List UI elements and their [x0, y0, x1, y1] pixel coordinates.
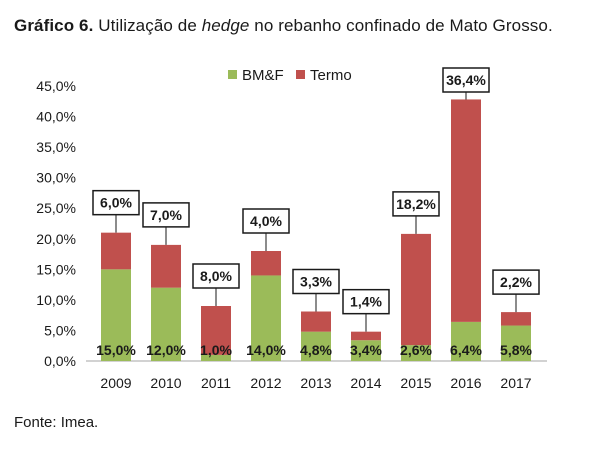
data-label-bmf: 2,6% — [400, 342, 432, 358]
caption-text-2: no rebanho confinado de Mato Grosso. — [249, 16, 553, 35]
bar-bmf — [351, 340, 381, 361]
data-label-bmf: 1,0% — [200, 342, 232, 358]
bar-bmf — [501, 325, 531, 361]
x-tick-label: 2012 — [250, 375, 281, 391]
caption-text-1: Utilização de — [93, 16, 202, 35]
y-tick-label: 10,0% — [36, 292, 76, 308]
callout-box — [192, 263, 240, 289]
callout-box — [242, 208, 290, 234]
bar-termo — [151, 244, 181, 288]
bar-termo — [401, 233, 431, 346]
bar-bmf — [401, 345, 431, 361]
data-label-bmf: 6,4% — [450, 342, 482, 358]
x-tick-label: 2016 — [450, 375, 481, 391]
data-label-termo: 3,3% — [300, 274, 332, 290]
data-label-termo: 8,0% — [200, 268, 232, 284]
legend-label: Termo — [310, 67, 352, 84]
chart-caption: Gráfico 6. Utilização de hedge no rebanh… — [14, 14, 562, 38]
callout-box — [142, 202, 190, 228]
callout-box — [492, 269, 540, 295]
x-tick-label: 2010 — [150, 375, 181, 391]
data-label-bmf: 4,8% — [300, 342, 332, 358]
bar-termo — [451, 99, 481, 322]
data-label-termo: 1,4% — [350, 294, 382, 310]
callout-box — [342, 288, 390, 315]
chart-source: Fonte: Imea. — [14, 414, 99, 431]
bar-termo — [101, 232, 131, 270]
x-tick-label: 2011 — [201, 375, 231, 391]
y-tick-label: 35,0% — [36, 139, 76, 155]
y-tick-label: 15,0% — [36, 261, 76, 277]
bar-bmf — [101, 269, 131, 361]
data-label-bmf: 5,8% — [500, 342, 532, 358]
y-tick-label: 30,0% — [36, 170, 76, 186]
data-label-termo: 2,2% — [500, 274, 532, 290]
data-label-bmf: 3,4% — [350, 342, 382, 358]
data-label-termo: 18,2% — [396, 196, 436, 212]
callout-box — [92, 189, 140, 216]
bar-bmf — [301, 331, 331, 361]
data-label-bmf: 14,0% — [246, 342, 286, 358]
bar-bmf — [451, 321, 481, 361]
x-tick-label: 2017 — [500, 375, 531, 391]
data-label-bmf: 12,0% — [146, 342, 186, 358]
bar-termo — [251, 251, 281, 276]
x-tick-label: 2014 — [350, 375, 381, 391]
data-label-termo: 4,0% — [250, 213, 282, 229]
y-tick-label: 40,0% — [36, 109, 76, 125]
y-tick-label: 5,0% — [44, 322, 76, 338]
x-tick-label: 2013 — [300, 375, 331, 391]
bar-bmf — [251, 275, 281, 361]
bar-bmf — [201, 354, 231, 361]
legend-swatch — [228, 70, 237, 79]
data-label-bmf: 15,0% — [96, 342, 136, 358]
y-tick-label: 45,0% — [36, 78, 76, 94]
y-tick-label: 25,0% — [36, 200, 76, 216]
bar-termo — [351, 331, 381, 341]
y-tick-label: 20,0% — [36, 231, 76, 247]
data-label-termo: 36,4% — [446, 72, 486, 88]
legend-label: BM&F — [242, 67, 284, 84]
bar-termo — [301, 311, 331, 332]
caption-prefix: Gráfico 6. — [14, 16, 94, 35]
y-tick-label: 0,0% — [44, 353, 76, 369]
x-tick-label: 2009 — [100, 375, 131, 391]
x-tick-label: 2015 — [400, 375, 431, 391]
callout-box — [292, 268, 340, 295]
callout-box — [442, 67, 490, 93]
bar-termo — [501, 312, 531, 326]
callout-box — [392, 191, 440, 217]
legend-swatch — [296, 70, 305, 79]
data-label-termo: 7,0% — [150, 207, 182, 223]
caption-italic: hedge — [201, 16, 250, 35]
bar-termo — [201, 306, 231, 355]
bar-bmf — [151, 287, 181, 361]
data-label-termo: 6,0% — [100, 195, 132, 211]
